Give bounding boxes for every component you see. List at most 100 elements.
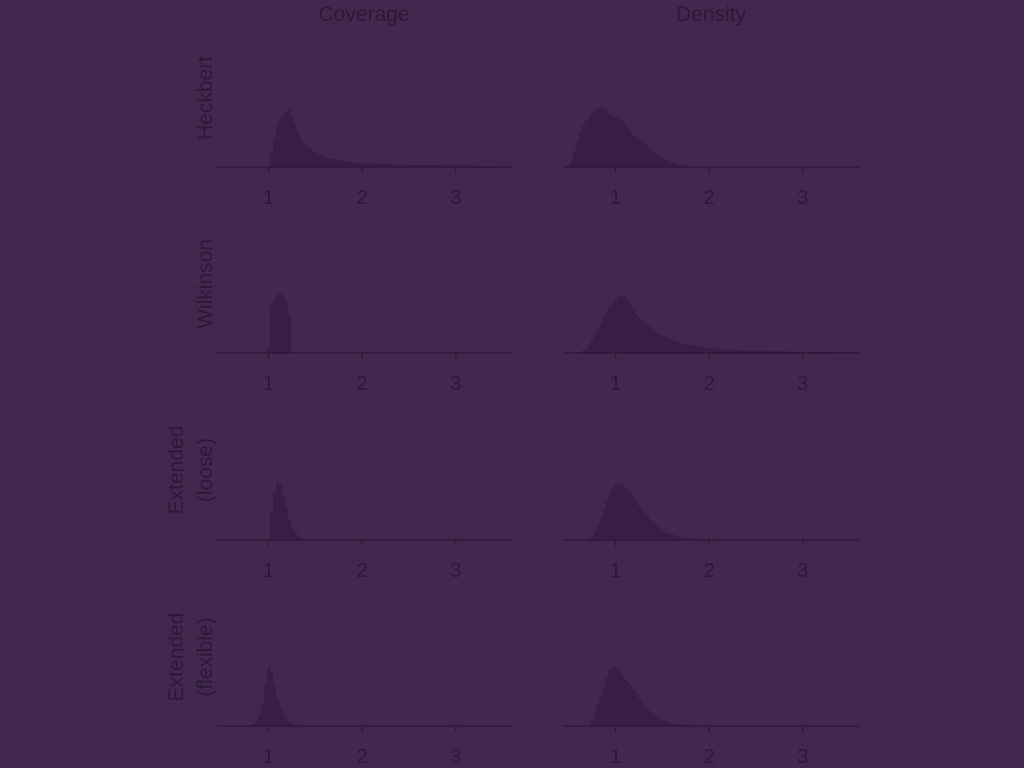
histogram-bar xyxy=(593,712,597,726)
histogram-bar xyxy=(735,349,739,353)
histogram-bar xyxy=(682,537,686,540)
histogram-bar xyxy=(590,113,594,167)
histogram-bar xyxy=(655,716,659,726)
histogram-bar xyxy=(276,482,280,540)
histogram-bar xyxy=(631,497,636,540)
histogram-bar xyxy=(617,669,621,726)
histogram-bar xyxy=(634,137,639,167)
histogram-bar xyxy=(655,154,659,167)
histogram-bar xyxy=(631,135,636,167)
histogram-bar xyxy=(679,343,683,353)
histogram-bar xyxy=(287,721,292,726)
histogram-bar xyxy=(643,323,647,353)
histogram-bar xyxy=(667,533,671,540)
histogram-bar xyxy=(767,351,771,353)
histogram-bar xyxy=(587,345,591,353)
histogram-bar xyxy=(664,721,668,726)
histogram-bar xyxy=(352,162,356,167)
x-tick-label: 1 xyxy=(610,187,621,209)
histogram-bar xyxy=(634,694,639,726)
histogram-bar xyxy=(296,535,300,540)
histogram-bar xyxy=(637,698,641,726)
histogram-bar xyxy=(643,513,647,540)
histogram-bar xyxy=(287,314,292,353)
histogram-bar xyxy=(447,165,451,167)
histogram-bar xyxy=(290,116,294,167)
histogram-bar xyxy=(361,162,365,167)
histogram-bar xyxy=(405,164,410,167)
x-tick-label: 3 xyxy=(797,746,808,768)
row-label-wilkinson: Wilkinson xyxy=(194,239,217,329)
histogram-bar xyxy=(608,307,612,353)
histogram-bar xyxy=(278,293,283,353)
x-tick-label: 1 xyxy=(610,560,621,582)
histogram-bar xyxy=(679,724,683,726)
histogram-bar xyxy=(693,346,698,353)
x-tick-label: 3 xyxy=(450,187,461,209)
histogram-bar xyxy=(658,335,662,353)
histogram-bar xyxy=(640,320,644,353)
histogram-bar xyxy=(276,125,280,167)
histogram-bar xyxy=(631,689,636,726)
histogram-bar xyxy=(593,335,597,353)
histogram-bar xyxy=(620,485,624,540)
column-header-density: Density xyxy=(676,3,747,26)
histogram-bar xyxy=(364,163,368,167)
histogram-bar xyxy=(646,709,650,726)
histogram-bar xyxy=(617,483,621,540)
histogram-bar xyxy=(420,164,424,167)
histogram-bar xyxy=(746,350,751,353)
row-label-line: (loose) xyxy=(194,438,217,502)
x-tick-label: 3 xyxy=(450,560,461,582)
histogram-bar xyxy=(670,162,674,167)
histogram-bar xyxy=(578,132,582,167)
histogram-bar xyxy=(611,488,615,540)
histogram-bar xyxy=(705,348,709,353)
histogram-bar xyxy=(670,534,674,540)
histogram-bar xyxy=(628,493,633,540)
histogram-bar xyxy=(628,305,633,353)
histogram-bar xyxy=(640,141,644,167)
histogram-bar xyxy=(267,666,271,726)
x-tick-label: 3 xyxy=(450,746,461,768)
histogram-bar xyxy=(779,351,783,353)
histogram-bar xyxy=(299,139,303,167)
x-tick-label: 1 xyxy=(263,560,274,582)
row-label-line: Extended xyxy=(165,613,188,702)
histogram-bar xyxy=(637,506,641,540)
histogram-bar xyxy=(602,317,606,353)
histogram-bar xyxy=(317,154,321,167)
histogram-bar xyxy=(608,114,612,167)
histogram-bar xyxy=(593,110,597,167)
histogram-bar xyxy=(281,116,286,167)
histogram-bar xyxy=(376,163,380,167)
histogram-bar xyxy=(640,703,644,726)
histogram-bar xyxy=(394,164,398,167)
histogram-bar xyxy=(664,532,668,540)
histogram-bar xyxy=(273,492,277,540)
histogram-bar xyxy=(631,309,636,353)
x-tick-label: 3 xyxy=(450,373,461,395)
histogram-bar xyxy=(687,344,692,353)
histogram-bar xyxy=(278,484,283,540)
row-label-extended-flexible: Extended (flexible) xyxy=(165,613,217,702)
histogram-bar xyxy=(444,165,448,167)
histogram-bar xyxy=(569,161,574,167)
histogram-bar xyxy=(335,159,339,167)
histogram-bar xyxy=(587,724,591,726)
histogram-bar xyxy=(738,350,742,353)
histogram-bar xyxy=(432,165,436,167)
histogram-bar xyxy=(320,155,324,167)
histogram-bar xyxy=(634,314,639,353)
histogram-bar xyxy=(264,684,268,726)
histogram-bar xyxy=(396,164,401,167)
histogram-bar xyxy=(602,509,606,540)
histogram-bar xyxy=(658,528,662,540)
histogram-bar xyxy=(602,108,606,167)
histogram-bar xyxy=(270,153,274,167)
histogram-bar xyxy=(749,350,754,353)
histogram-bar xyxy=(620,295,624,353)
row-label-extended-loose: Extended (loose) xyxy=(165,426,217,515)
